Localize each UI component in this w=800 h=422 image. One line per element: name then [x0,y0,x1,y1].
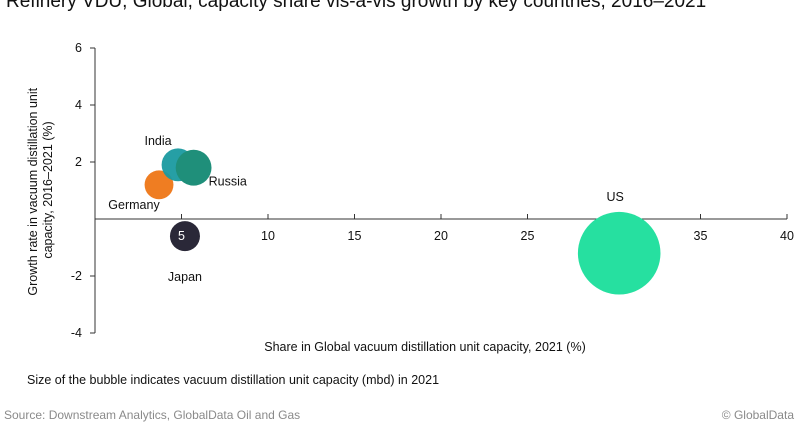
x-tick-label: 10 [261,229,275,243]
copyright-text: © GlobalData [721,408,794,422]
bubbles [144,148,661,295]
y-tick-label: -2 [71,269,82,283]
y-axis-label-line-2: capacity, 2016–2021 (%) [41,121,55,258]
bubble-us [577,211,661,295]
point-labels: US Germany India Russia Japan 5 [108,134,624,284]
bubble-japan [169,221,200,252]
source-text: Source: Downstream Analytics, GlobalData… [4,408,301,422]
x-tick-label: 15 [348,229,362,243]
bubble-size-note: Size of the bubble indicates vacuum dist… [27,373,440,387]
point-label-russia: Russia [209,175,247,189]
x-tick-label: 25 [521,229,535,243]
y-axis-label: Growth rate in vacuum distillation unit … [26,84,55,295]
point-label-germany: Germany [108,198,160,212]
x-tick-label: 35 [694,229,708,243]
bubble-germany [144,170,174,200]
y-tick-label: 2 [75,155,82,169]
x-tick-label: 40 [780,229,794,243]
bubble-russia [175,149,212,186]
point-label-india: India [144,134,171,148]
chart-title: Refinery VDU, Global, capacity share vis… [6,0,707,12]
x-tick-label: 20 [434,229,448,243]
y-tick-label: -4 [71,326,82,340]
y-tick-label: 4 [75,98,82,112]
y-tick-label: 6 [75,41,82,55]
x-tick-label: 5 [178,229,185,243]
point-label-us: US [607,190,624,204]
point-label-japan: Japan [168,270,202,284]
y-axis-label-line-1: Growth rate in vacuum distillation unit [26,87,40,295]
axes: 642-2-410152025303540 [71,41,794,340]
x-axis-label: Share in Global vacuum distillation unit… [264,340,585,354]
